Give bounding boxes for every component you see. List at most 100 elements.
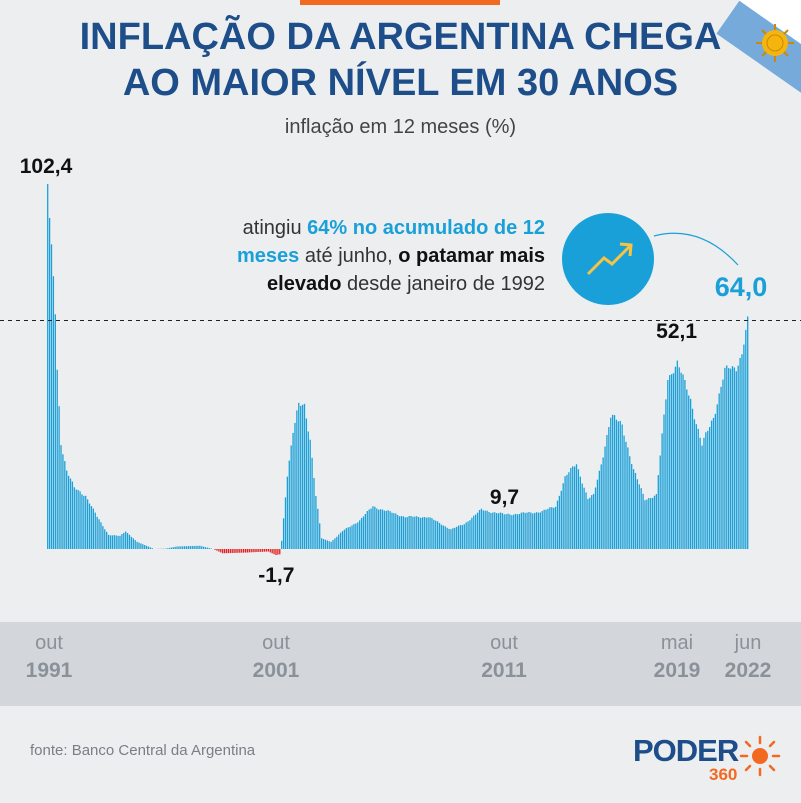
bar	[739, 357, 741, 549]
bar	[397, 515, 399, 549]
logo-wordmark: PODER	[633, 733, 739, 768]
bar	[465, 522, 467, 549]
bar	[676, 360, 678, 549]
bar	[509, 514, 511, 549]
bar	[130, 536, 133, 549]
bar	[526, 512, 528, 549]
bar	[393, 513, 395, 549]
bar	[541, 511, 543, 549]
data-labels-group: 102,4 -1,7 9,7 52,1 64,0	[20, 155, 768, 587]
bar	[712, 417, 715, 549]
bar	[701, 445, 703, 549]
bar	[47, 183, 49, 550]
bar	[575, 464, 578, 549]
bar	[497, 513, 500, 549]
bar	[416, 516, 418, 549]
bar	[296, 410, 298, 549]
data-label: 102,4	[20, 155, 73, 178]
x-tick-year: 2001	[252, 659, 300, 682]
bar	[385, 510, 387, 549]
annotation-note: atingiu 64% no acumulado de 12 meses até…	[205, 214, 545, 298]
bar	[522, 512, 524, 549]
bar	[621, 424, 623, 549]
bar	[585, 492, 587, 549]
bar	[389, 511, 391, 549]
bar	[111, 535, 114, 549]
bar	[705, 432, 707, 549]
bar	[720, 386, 722, 549]
bar	[320, 538, 323, 549]
x-axis-band: out 1991 out 2001 out 2011 mai 2019 jun …	[0, 622, 801, 706]
bar	[90, 506, 93, 549]
bar	[252, 549, 254, 553]
inflation-bar-chart: 102,4 -1,7 9,7 52,1 64,0	[0, 155, 801, 587]
bar	[689, 398, 692, 549]
bar	[142, 544, 144, 549]
bar	[294, 422, 296, 549]
bar	[726, 365, 728, 549]
bar	[421, 517, 424, 549]
note-bold: o patamar mais elevado	[267, 245, 545, 295]
bar	[577, 469, 580, 549]
bar	[378, 509, 380, 549]
bar	[655, 494, 658, 549]
bar	[277, 549, 279, 555]
bar	[406, 517, 408, 549]
bar	[737, 365, 739, 549]
bar	[75, 489, 77, 549]
bar	[446, 527, 448, 549]
x-tick-year: 2019	[653, 659, 701, 682]
bar	[345, 528, 347, 549]
bar	[235, 549, 237, 553]
bar	[77, 489, 79, 549]
bar	[322, 539, 325, 549]
bar	[709, 426, 711, 549]
bar	[644, 500, 646, 549]
bar	[313, 477, 315, 549]
bar	[604, 446, 606, 549]
bar	[315, 496, 317, 549]
bar	[195, 545, 197, 549]
bar	[227, 549, 230, 554]
bar	[54, 314, 56, 549]
bar	[729, 368, 732, 549]
bar	[176, 546, 178, 549]
bar	[514, 513, 517, 549]
bar	[629, 456, 631, 549]
bar	[492, 512, 494, 549]
bar	[402, 516, 405, 549]
bar	[606, 435, 608, 549]
bar	[558, 495, 561, 549]
bar	[284, 497, 287, 549]
bar	[611, 414, 614, 549]
bar	[452, 528, 454, 549]
bar	[115, 535, 117, 549]
bar	[379, 509, 382, 549]
bar	[670, 374, 673, 549]
bar	[300, 405, 302, 549]
bar	[718, 393, 720, 549]
x-tick-year: 1991	[25, 659, 73, 682]
bar	[62, 454, 64, 549]
bar	[475, 514, 477, 549]
bar	[355, 523, 357, 549]
bar	[501, 512, 503, 549]
title-line-1: INFLAÇÃO DA ARGENTINA CHEGA	[79, 16, 722, 58]
bar	[682, 374, 684, 549]
bar	[102, 526, 104, 549]
bar	[182, 546, 184, 549]
trend-arrow-line	[586, 244, 632, 276]
bar	[391, 512, 393, 549]
note-highlight: 64% no acumulado de 12 meses	[237, 217, 545, 267]
bar	[119, 535, 121, 549]
bar	[184, 546, 186, 549]
bar	[494, 512, 496, 549]
bar	[338, 534, 340, 549]
bar	[324, 539, 327, 549]
bar	[631, 464, 633, 549]
bar	[292, 432, 294, 549]
bar	[503, 514, 505, 549]
bar	[553, 507, 555, 549]
bar	[632, 469, 635, 549]
x-tick-2: out 2001	[231, 632, 321, 683]
